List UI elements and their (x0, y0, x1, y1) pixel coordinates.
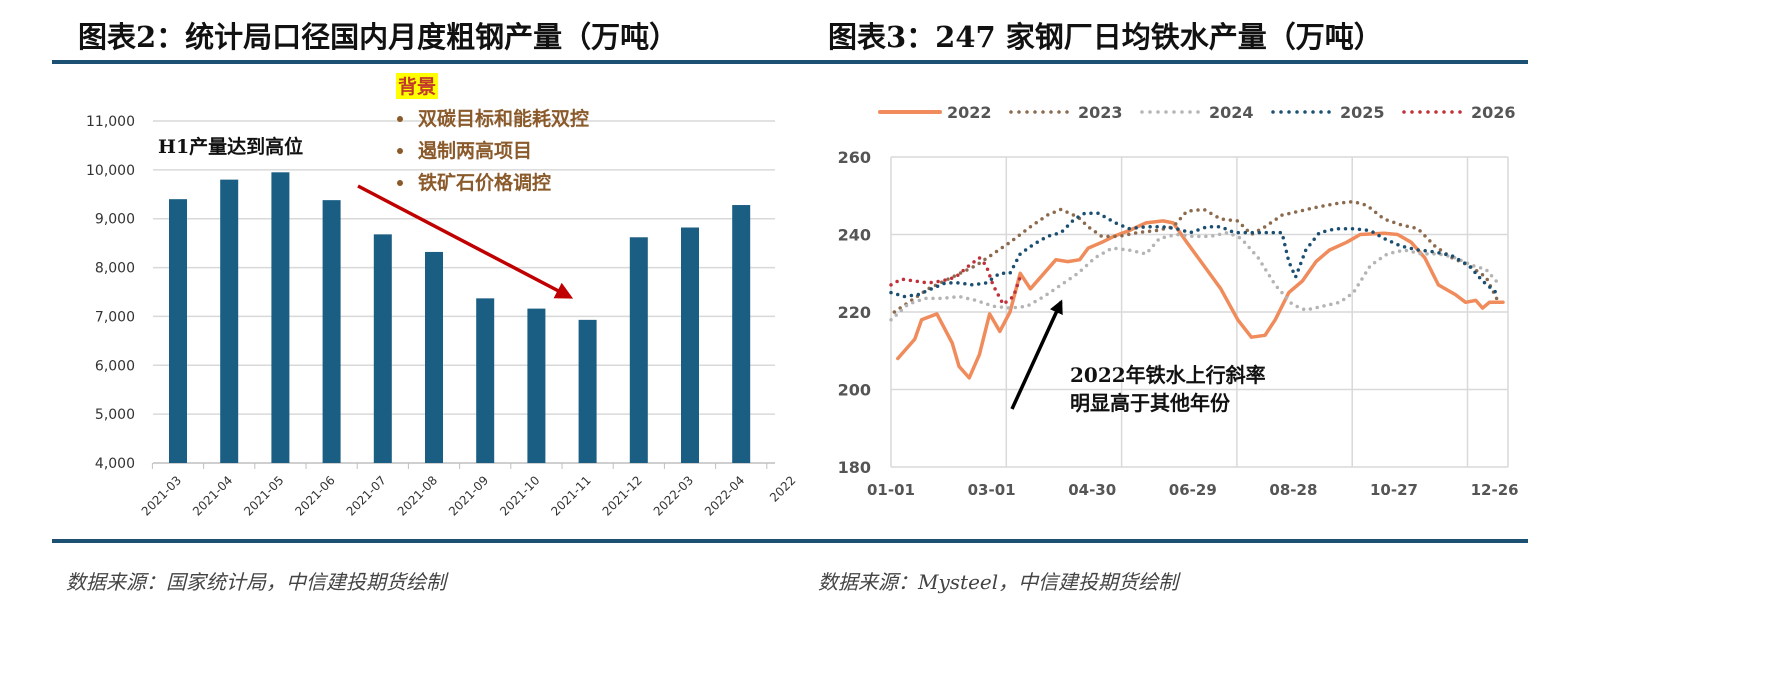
y-tick-label: 7,000 (95, 309, 135, 325)
x-tick-label: 01-01 (867, 481, 915, 499)
x-tick-label: 03-01 (968, 481, 1016, 499)
x-tick-label: 2021-05 (241, 473, 286, 518)
bar-2021-12 (629, 237, 648, 463)
bar-2021-10 (527, 308, 546, 463)
bullet-icon (397, 116, 403, 122)
bar-2022-03 (681, 227, 699, 463)
y-tick-label: 5,000 (95, 407, 135, 423)
top-divider (52, 60, 1528, 64)
y-tick-label: 240 (838, 226, 871, 245)
legend-label: 2026 (1471, 103, 1516, 122)
bar-2021-08 (425, 251, 443, 463)
series-line-2022 (896, 219, 1505, 380)
bullet-icon (397, 148, 403, 154)
x-tick-label: 10-27 (1370, 481, 1418, 499)
y-tick-label: 200 (838, 381, 871, 400)
series-line-2023 (892, 199, 1502, 314)
bar-2021-05 (271, 172, 290, 464)
left-source: 数据来源：国家统计局，中信建投期货绘制 (66, 570, 446, 594)
x-tick-label: 2021-12 (600, 473, 645, 518)
y-tick-label: 11,000 (86, 114, 135, 130)
series-line-2025 (889, 211, 1498, 299)
x-tick-label: 2022-03 (651, 473, 696, 518)
legend-label: 2023 (1078, 103, 1123, 122)
background-heading: 背景 (398, 75, 436, 98)
y-tick-label: 10,000 (86, 163, 135, 179)
bar-2022-04 (732, 205, 751, 463)
legend-label: 2025 (1340, 103, 1385, 122)
y-tick-label: 9,000 (95, 212, 135, 228)
highlight-background (396, 73, 438, 99)
bar-2021-09 (476, 298, 495, 463)
background-item: 铁矿石价格调控 (418, 171, 551, 194)
slope-annotation: 明显高于其他年份 (1070, 391, 1231, 415)
bottom-divider (52, 539, 1528, 543)
series-line-2026 (889, 256, 1022, 307)
x-tick-label: 06-29 (1169, 481, 1217, 499)
decline-arrow (357, 184, 574, 299)
right-chart-title: 图表3：247 家钢厂日均铁水产量（万吨） (828, 20, 1383, 54)
legend-label: 2024 (1209, 103, 1254, 122)
bar-2021-07 (373, 234, 392, 463)
x-tick-label: 2021-09 (446, 473, 491, 518)
x-tick-label: 2021-11 (548, 473, 593, 518)
y-tick-label: 260 (838, 148, 871, 167)
x-tick-label: 04-30 (1068, 481, 1116, 499)
x-tick-label: 2022 (767, 473, 798, 504)
x-tick-label: 2021-07 (344, 473, 389, 518)
y-tick-label: 6,000 (95, 358, 135, 374)
x-tick-label: 2021-08 (395, 473, 440, 518)
y-tick-label: 8,000 (95, 261, 135, 277)
background-item: 遏制两高项目 (418, 139, 532, 162)
legend-label: 2022 (947, 103, 992, 122)
bullet-icon (397, 180, 403, 186)
y-tick-label: 220 (838, 303, 871, 322)
x-tick-label: 2021-06 (292, 473, 337, 518)
left-chart-title: 图表2：统计局口径国内月度粗钢产量（万吨） (78, 20, 679, 54)
bar-2021-04 (220, 179, 239, 463)
bar-2021-11 (578, 319, 597, 463)
right-source: 数据来源：Mysteel，中信建投期货绘制 (818, 570, 1179, 594)
h1-annotation: H1产量达到高位 (158, 135, 303, 158)
series-line-2024 (889, 230, 1498, 322)
background-item: 双碳目标和能耗双控 (418, 107, 589, 130)
y-tick-label: 4,000 (95, 456, 135, 472)
x-tick-label: 12-26 (1471, 481, 1519, 499)
bar-2021-03 (169, 199, 187, 463)
annotation-arrow (1010, 299, 1063, 410)
y-tick-label: 180 (838, 458, 871, 477)
x-tick-label: 2022-04 (702, 473, 747, 518)
x-tick-label: 08-28 (1269, 481, 1317, 499)
bar-2021-06 (322, 200, 341, 464)
x-tick-label: 2021-04 (190, 473, 235, 518)
x-tick-label: 2021-10 (497, 473, 542, 518)
slope-annotation: 2022年铁水上行斜率 (1070, 363, 1266, 387)
x-tick-label: 2021-03 (139, 473, 184, 518)
